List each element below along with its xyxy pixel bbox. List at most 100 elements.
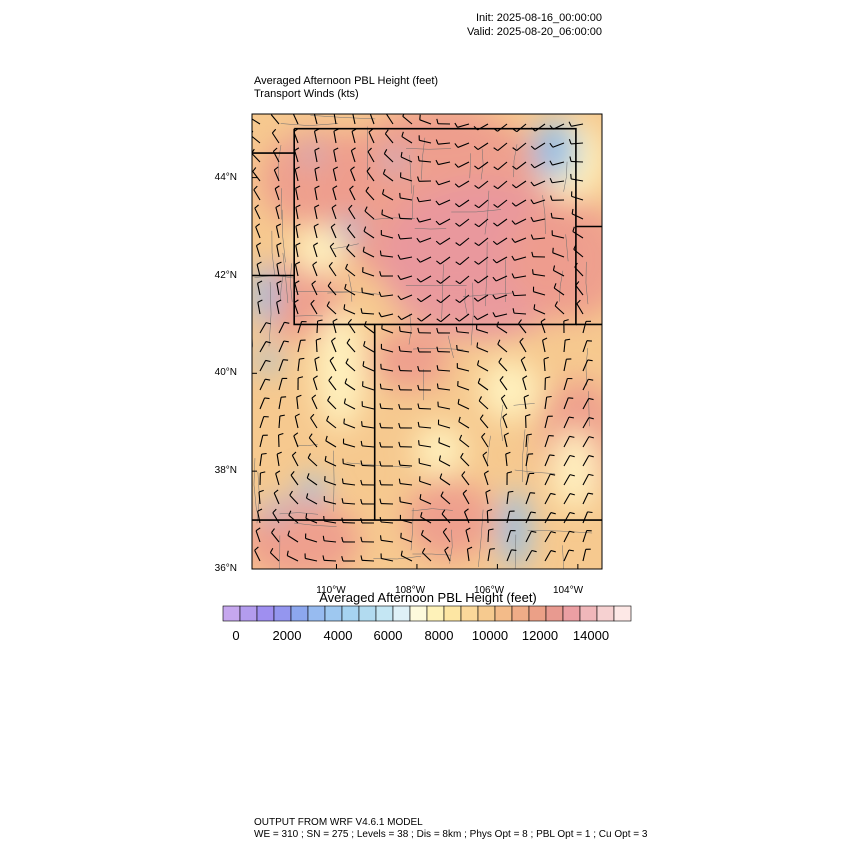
wind-barb	[476, 342, 489, 353]
county-line	[480, 148, 484, 180]
wind-barb	[533, 304, 546, 315]
wind-barb	[511, 290, 527, 297]
wind-barb	[457, 380, 470, 391]
wind-barb	[294, 147, 300, 163]
wind-barb	[342, 458, 356, 467]
wind-barb	[347, 224, 356, 239]
wind-barb	[554, 301, 565, 315]
wind-barb	[460, 452, 470, 467]
wind-barb	[511, 180, 527, 189]
wind-barb	[525, 453, 534, 467]
wind-barb	[259, 452, 267, 467]
county-line	[410, 507, 414, 551]
wind-barb	[399, 514, 413, 524]
pbl-field-region	[380, 114, 500, 155]
wind-barb	[571, 191, 584, 201]
wind-barb	[553, 283, 565, 296]
county-line	[478, 509, 484, 568]
wind-barb	[531, 251, 546, 258]
wind-barb	[255, 527, 261, 543]
model-footer: OUTPUT FROM WRF V4.6.1 MODEL WE = 310 ; …	[254, 817, 647, 841]
wind-barb	[271, 128, 280, 144]
wind-barb	[551, 230, 565, 239]
wind-barb	[473, 123, 489, 131]
wind-barb	[379, 479, 394, 486]
pbl-field-region	[298, 476, 326, 504]
colorbar-swatch	[596, 605, 615, 622]
pbl-field-region	[260, 130, 380, 230]
wind-barb	[383, 149, 394, 163]
wind-barb	[326, 301, 337, 315]
county-line	[294, 522, 337, 527]
wind-barb	[455, 237, 470, 247]
county-line	[280, 188, 283, 220]
lon-label-104: 104°W	[552, 585, 584, 596]
colorbar-swatch	[426, 605, 445, 622]
wind-barb	[525, 492, 536, 505]
wind-barb	[416, 275, 432, 283]
wind-barb	[346, 338, 356, 353]
lon-label-106: 106°W	[473, 585, 505, 596]
wind-barb	[324, 455, 337, 467]
wind-barb	[365, 186, 375, 201]
wind-barb	[582, 511, 593, 524]
wind-barb	[255, 223, 261, 239]
lon-label-110: 110°W	[316, 585, 346, 596]
wind-barb	[364, 206, 375, 220]
colorbar-swatch	[324, 605, 343, 622]
colorbar-swatch	[341, 605, 360, 622]
wind-barb	[330, 223, 337, 239]
wind-barb	[582, 548, 591, 562]
wind-barb	[479, 414, 489, 429]
wind-barb	[563, 511, 575, 524]
county-line	[271, 230, 275, 275]
wind-barb	[310, 413, 318, 429]
wind-barb	[417, 313, 432, 322]
wind-barb	[397, 234, 413, 240]
wind-barb	[380, 553, 394, 562]
colorbar-tick-12000: 12000	[521, 628, 559, 643]
wind-barb	[258, 489, 264, 505]
county-line	[408, 313, 412, 345]
county-line	[282, 252, 289, 304]
wind-barb	[505, 451, 511, 467]
wind-barb	[398, 478, 413, 486]
wind-barb	[278, 377, 288, 391]
wind-barb	[436, 256, 451, 265]
colorbar-swatch	[307, 605, 326, 622]
wind-barb	[307, 453, 318, 467]
wind-barb	[252, 167, 261, 182]
county-line	[421, 137, 426, 180]
wind-barb	[326, 415, 337, 429]
wind-barb	[503, 432, 509, 448]
wind-barb	[331, 204, 337, 220]
wind-barb	[400, 532, 413, 543]
wind-barb	[544, 376, 551, 391]
wind-barb	[522, 375, 528, 391]
colorbar-swatch	[290, 605, 309, 622]
wind-barb	[259, 359, 271, 372]
map-frame	[251, 113, 603, 570]
wind-barb	[512, 123, 527, 133]
wind-barb	[436, 383, 451, 391]
wind-barb	[498, 357, 508, 372]
wind-barb	[435, 139, 451, 145]
wind-barb	[511, 255, 527, 261]
wind-barb	[525, 511, 536, 524]
county-line	[280, 123, 339, 126]
wind-barb	[278, 396, 287, 410]
wind-barb	[271, 528, 280, 543]
wind-barb	[345, 358, 356, 372]
county-line	[253, 458, 257, 512]
wind-barb	[549, 123, 565, 130]
wind-barb	[362, 267, 375, 277]
wind-barb	[278, 321, 290, 334]
wind-barb	[497, 339, 508, 353]
county-line	[346, 462, 411, 468]
wind-barb	[381, 323, 394, 334]
wind-barb	[544, 512, 556, 524]
pbl-field-region	[315, 310, 365, 430]
wind-barb	[398, 365, 413, 372]
wind-barb	[436, 313, 451, 323]
wind-barb	[360, 499, 375, 505]
